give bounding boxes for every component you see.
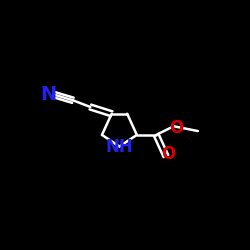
Text: O: O bbox=[170, 119, 184, 137]
Text: NH: NH bbox=[105, 138, 133, 156]
Text: N: N bbox=[40, 85, 57, 104]
Text: O: O bbox=[161, 145, 175, 163]
